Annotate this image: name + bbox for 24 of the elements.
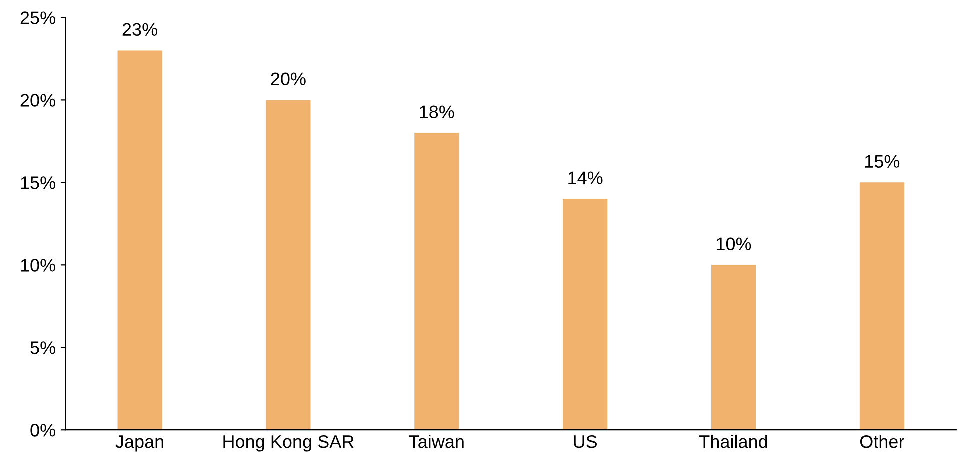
x-tick-label: Thailand <box>700 434 768 448</box>
y-tick-label: 25% <box>20 12 56 24</box>
bar <box>414 133 460 430</box>
data-label: 10% <box>717 238 752 250</box>
data-label: 23% <box>122 23 158 36</box>
data-label: 14% <box>568 172 603 184</box>
bar <box>860 182 904 430</box>
x-tick-label: Other <box>860 434 904 448</box>
bar <box>266 100 311 430</box>
y-tick-label: 15% <box>21 176 56 190</box>
y-tick-label: 10% <box>21 259 56 272</box>
bar <box>563 199 608 430</box>
data-label: 18% <box>420 106 454 119</box>
data-label: 15% <box>865 155 900 168</box>
x-tick-label: US <box>574 435 598 448</box>
y-tick-label: 5% <box>30 342 56 354</box>
bar <box>118 50 162 430</box>
y-tick-label: 20% <box>20 94 56 107</box>
x-tick-label: Taiwan <box>409 434 464 448</box>
data-label: 20% <box>271 72 306 86</box>
y-tick-label: 0% <box>30 424 56 437</box>
bar <box>711 265 756 430</box>
x-tick-label: Japan <box>116 436 164 452</box>
x-tick-label: Hong Kong SAR <box>224 435 354 452</box>
